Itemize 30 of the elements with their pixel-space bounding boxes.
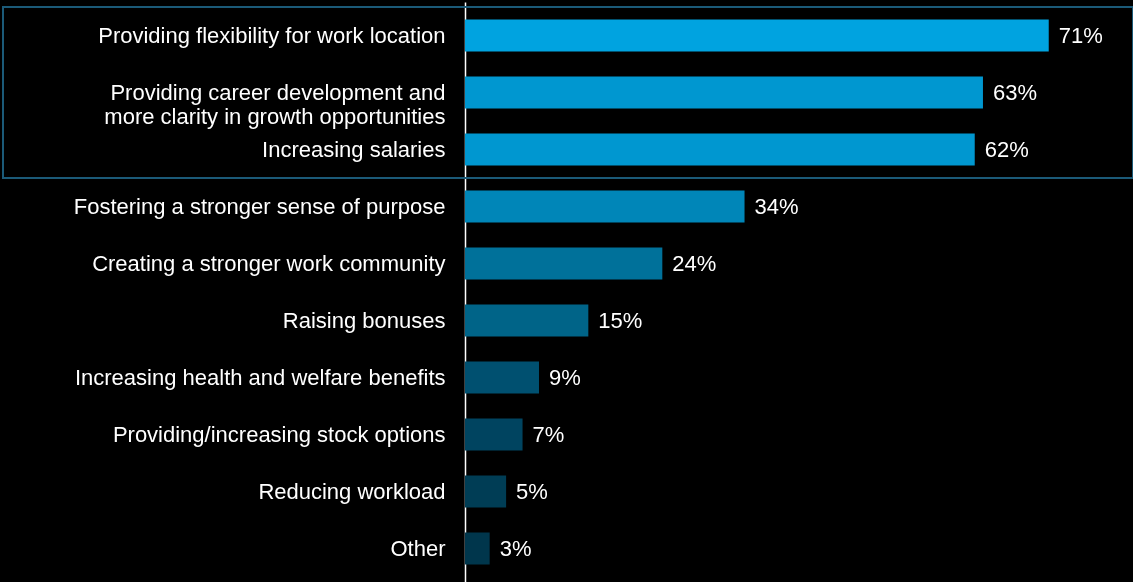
bar: [465, 475, 507, 508]
data-label: 5%: [516, 478, 548, 504]
y-tick-label: Increasing salaries: [262, 137, 446, 162]
bar: [465, 133, 975, 166]
bar: [465, 304, 589, 337]
data-label: 9%: [548, 364, 581, 390]
y-tick-label: Providing career development and more clarity in growth opportunities: [104, 80, 446, 129]
data-label: 63%: [992, 79, 1038, 105]
bar: [465, 190, 745, 223]
bar: [465, 532, 490, 565]
y-tick-label: Raising bonuses: [282, 308, 446, 333]
y-tick-label: Providing flexibility for work location: [98, 23, 446, 48]
y-tick-label: Increasing health and welfare benefits: [74, 365, 446, 390]
y-tick-label: Creating a stronger work community: [92, 251, 446, 276]
data-label: 3%: [499, 535, 532, 561]
bar: [465, 76, 983, 109]
data-label: 15%: [598, 307, 643, 333]
data-label: 62%: [984, 136, 1029, 162]
data-label: 7%: [532, 421, 565, 447]
y-tick-label: Providing/increasing stock options: [112, 422, 446, 447]
bar: [465, 247, 663, 280]
y-tick-label: Other: [390, 536, 446, 561]
y-tick-label: Fostering a stronger sense of purpose: [73, 194, 446, 219]
bar: [465, 19, 1049, 52]
data-label: 34%: [754, 193, 799, 219]
bar: [465, 361, 539, 394]
data-label: 24%: [672, 250, 717, 276]
bar: [465, 418, 523, 451]
y-tick-label: Reducing workload: [258, 479, 446, 504]
data-label: 71%: [1058, 22, 1103, 48]
